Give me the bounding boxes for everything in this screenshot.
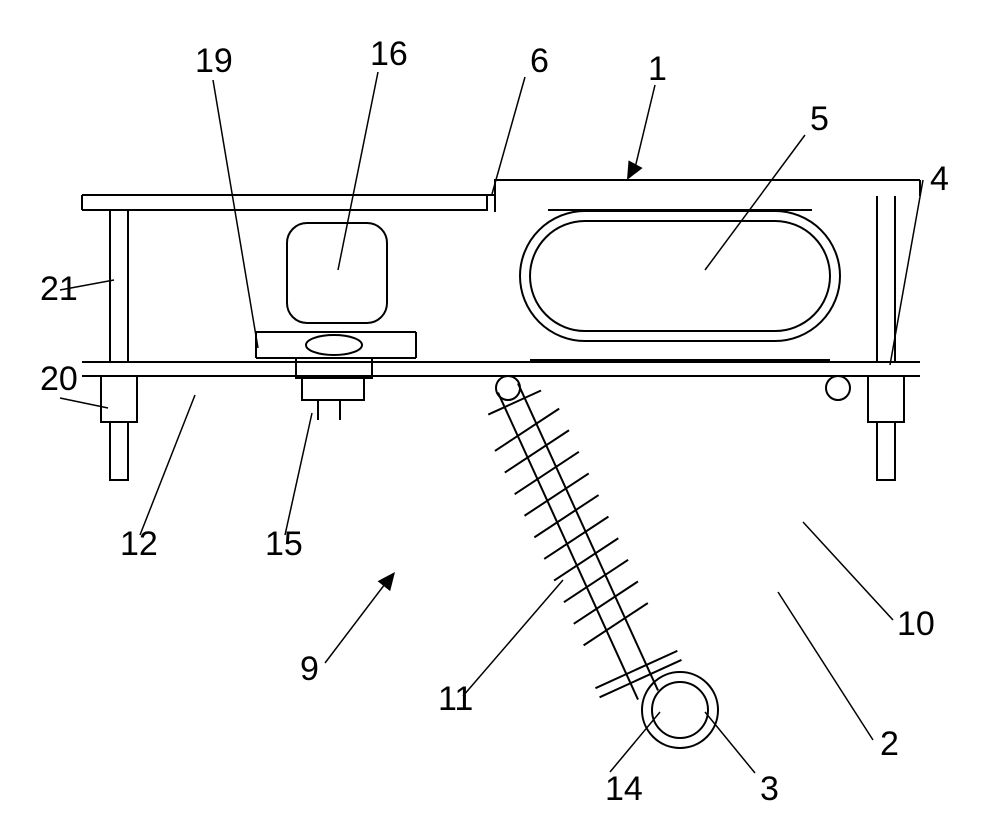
label-6: 6 — [530, 42, 549, 80]
label-21: 21 — [40, 270, 78, 308]
label-12: 12 — [120, 525, 158, 563]
label-15: 15 — [265, 525, 303, 563]
label-16: 16 — [370, 35, 408, 73]
label-9: 9 — [300, 650, 319, 688]
label-11: 11 — [438, 680, 473, 718]
label-14: 14 — [605, 770, 643, 808]
label-3: 3 — [760, 770, 779, 808]
engineering-figure: 1456161921201215911143210 — [0, 0, 1000, 838]
label-10: 10 — [897, 605, 935, 643]
label-1: 1 — [648, 50, 667, 88]
label-4: 4 — [930, 160, 949, 198]
label-5: 5 — [810, 100, 829, 138]
label-20: 20 — [40, 360, 78, 398]
label-19: 19 — [195, 42, 233, 80]
label-2: 2 — [880, 725, 899, 763]
